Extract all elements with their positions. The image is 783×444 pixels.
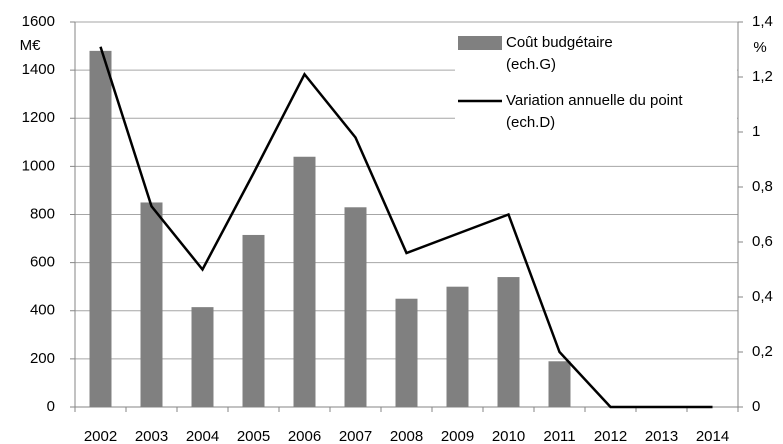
x-tick-label: 2007: [339, 428, 372, 444]
y2-tick-label: 0,8: [752, 178, 773, 195]
bar: [497, 277, 520, 407]
line: [99, 46, 713, 409]
y-tick-label: 400: [30, 302, 55, 319]
x-tick-label: 2014: [696, 428, 729, 444]
x-tick-label: 2003: [135, 428, 168, 444]
bar: [395, 298, 418, 407]
x-tick-label: 2005: [237, 428, 270, 444]
y-tick-label: 800: [30, 205, 55, 222]
y-tick-label: 1400: [22, 61, 55, 78]
x-tick-label: 2013: [645, 428, 678, 444]
x-tick-label: 2002: [84, 428, 117, 444]
y2-tick-label: 1,4: [752, 13, 773, 30]
y-tick-label: 0: [47, 398, 55, 415]
legend-label: Coût budgétaire (ech.G): [506, 32, 646, 76]
x-tick-label: 2004: [186, 428, 219, 444]
x-tick-label: 2011: [543, 428, 575, 444]
legend-swatch: [458, 36, 502, 50]
y2-tick-label: 0,6: [752, 233, 773, 250]
y-tick-label: 1000: [22, 157, 55, 174]
bar: [344, 207, 367, 407]
y-axis-label: M€: [20, 37, 41, 54]
y2-tick-label: 0,2: [752, 343, 773, 360]
bar: [548, 361, 571, 407]
y2-tick-label: 1: [752, 123, 760, 140]
bar: [191, 307, 214, 407]
bar: [242, 234, 265, 407]
y-tick-label: 1600: [22, 13, 55, 30]
x-tick-label: 2010: [492, 428, 525, 444]
x-tick-label: 2008: [390, 428, 423, 444]
y-tick-label: 1200: [22, 109, 55, 126]
x-tick-label: 2009: [441, 428, 474, 444]
x-tick-label: 2012: [594, 428, 627, 444]
y2-tick-label: 0: [752, 398, 760, 415]
y-tick-label: 600: [30, 254, 55, 271]
bar: [293, 156, 316, 407]
y2-tick-label: 0,4: [752, 288, 773, 305]
bar: [89, 50, 112, 407]
x-tick-label: 2006: [288, 428, 321, 444]
legend-label: Variation annuelle du point (ech.D): [506, 90, 696, 134]
bar: [140, 202, 163, 407]
y-tick-label: 200: [30, 350, 55, 367]
y2-tick-label: 1,2: [752, 68, 773, 85]
y2-axis-label: %: [753, 39, 766, 56]
bar: [446, 286, 469, 407]
